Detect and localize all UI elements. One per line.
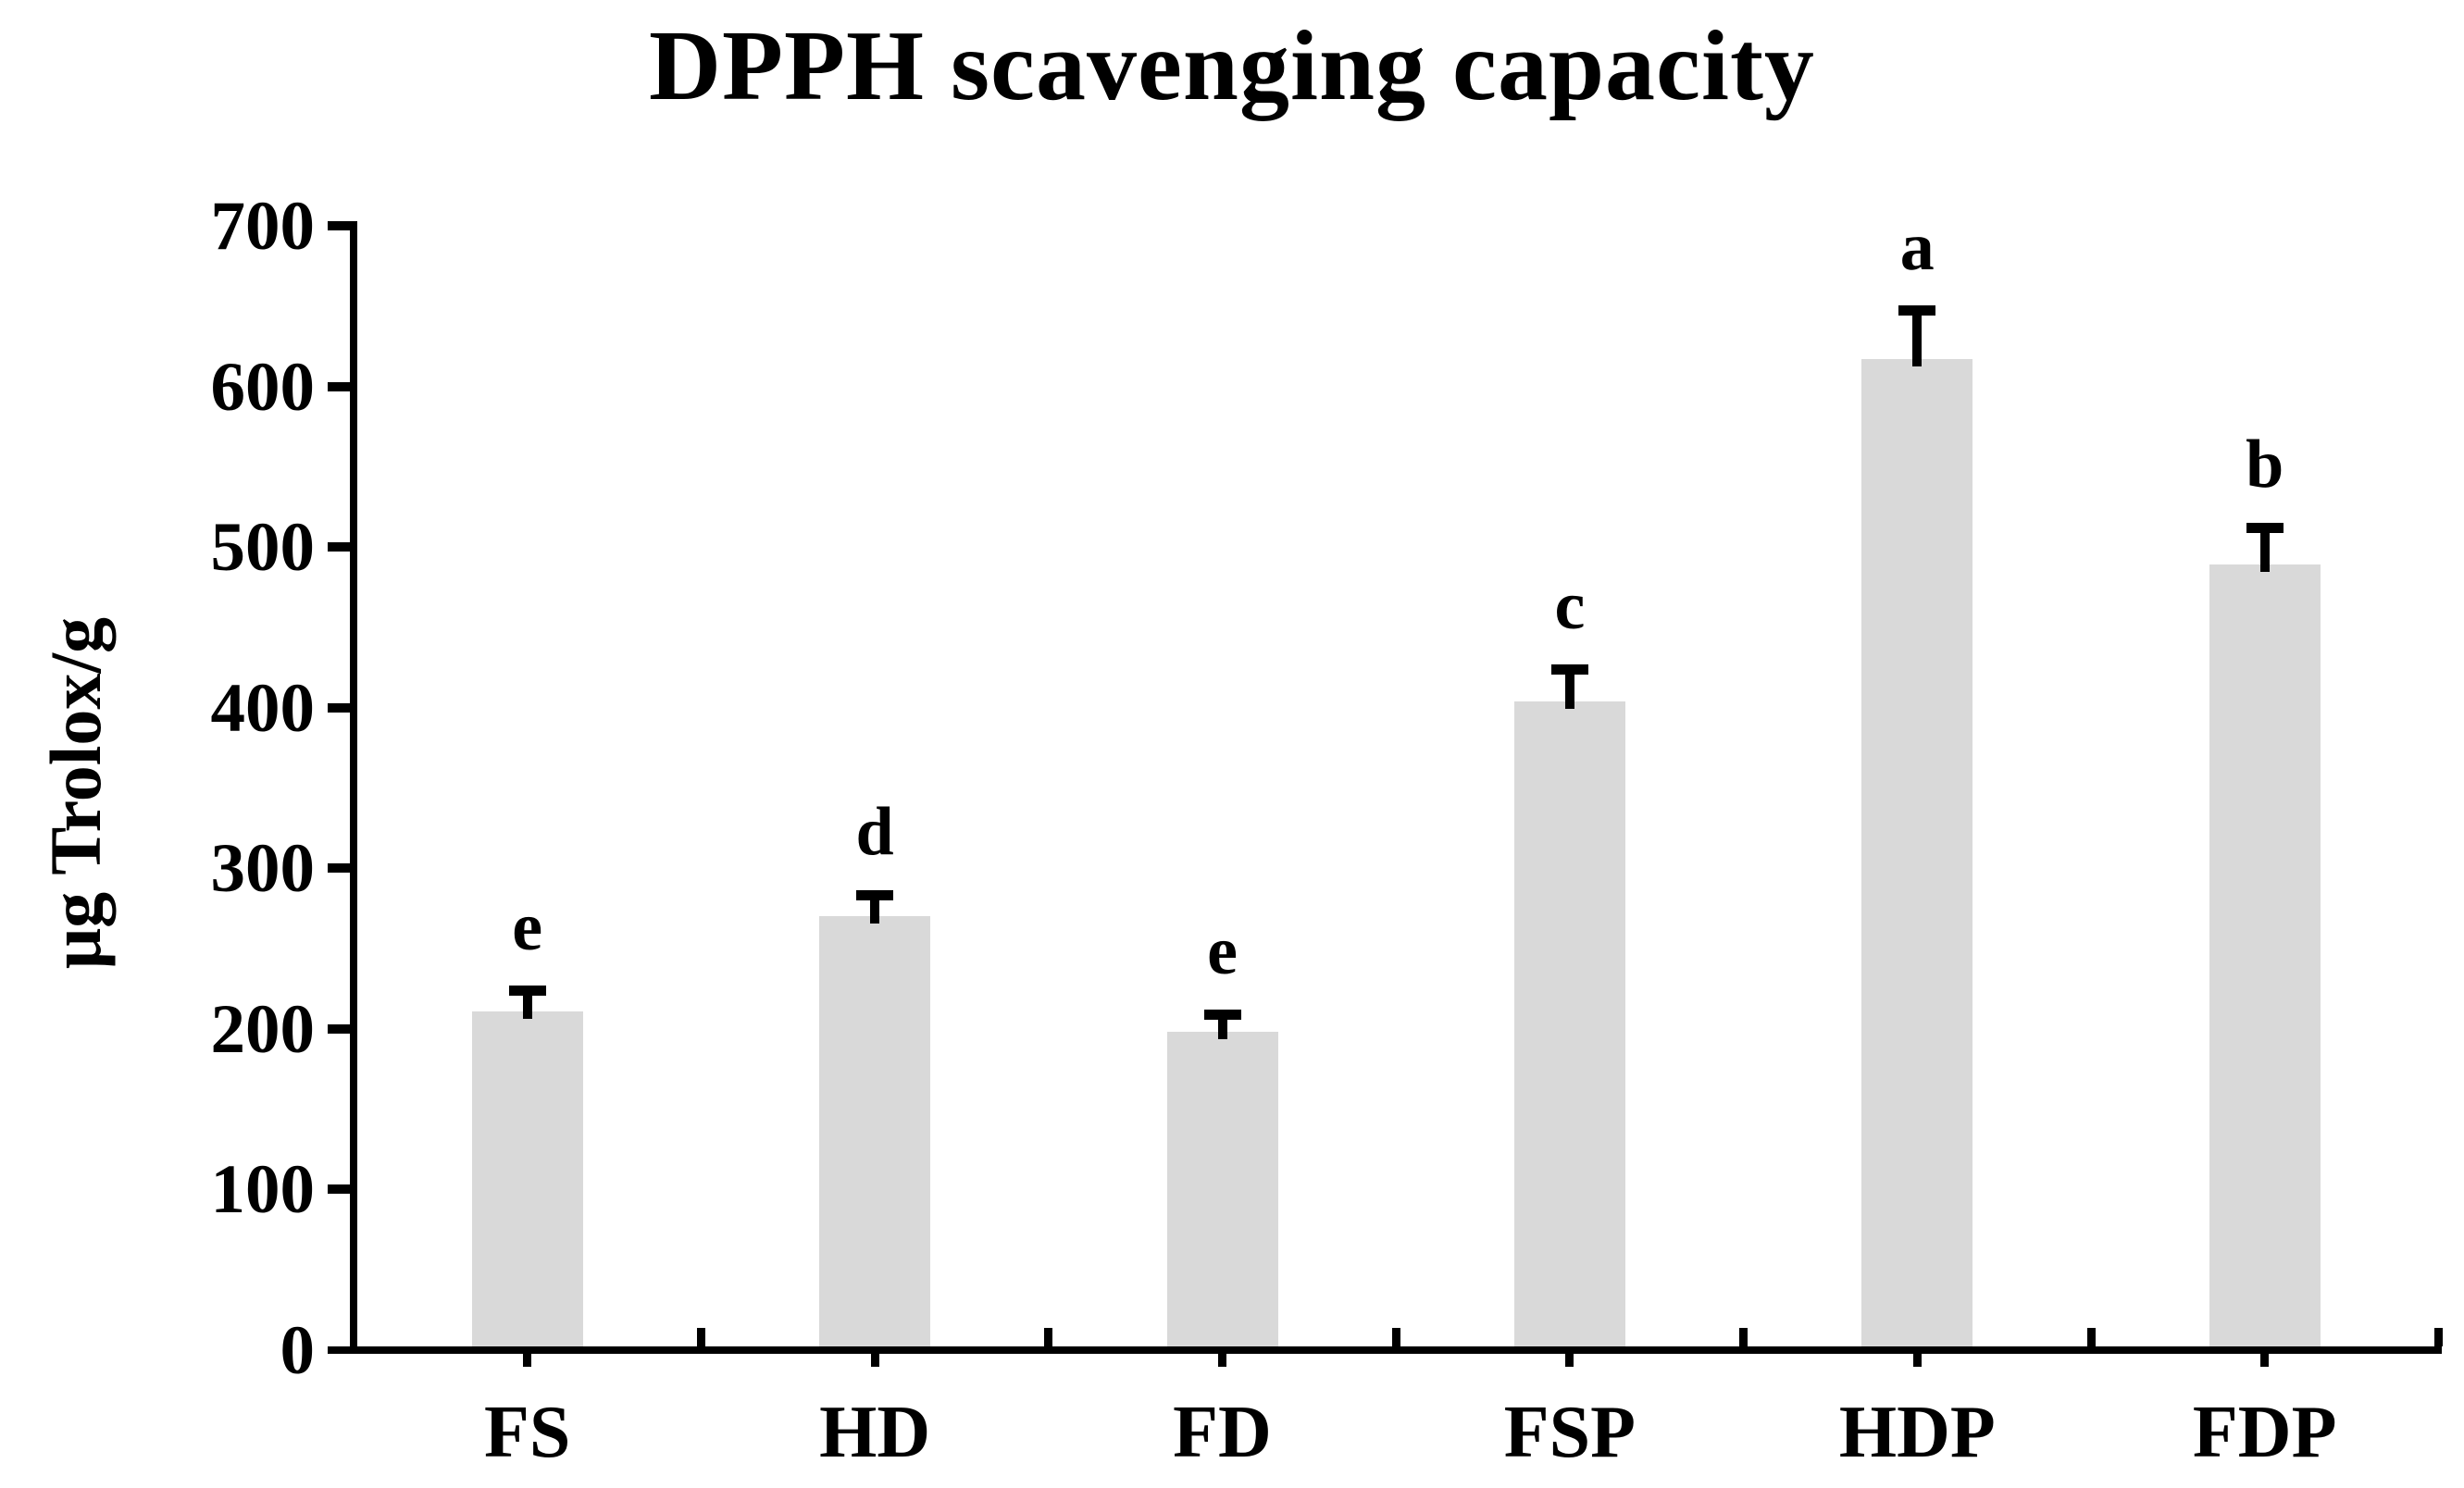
y-tick-label: 500 [210, 509, 316, 587]
sig-letter-FS: e [512, 888, 543, 965]
y-tick-label: 100 [210, 1151, 316, 1229]
bar-FS [471, 1011, 583, 1346]
y-axis-tick [328, 1023, 354, 1034]
y-tick-label: 200 [210, 990, 316, 1068]
y-axis-line [350, 221, 357, 1354]
x-category-label-FD: FD [1173, 1392, 1272, 1473]
error-bar-whisker-FDP [2259, 527, 2270, 573]
error-bar-whisker-HD [870, 895, 880, 924]
x-axis-boundary-tick [1739, 1328, 1748, 1346]
x-axis-boundary-tick [2433, 1328, 2443, 1346]
chart-title: DPPH scavenging capacity [649, 11, 1815, 121]
x-axis-center-tick [1218, 1354, 1226, 1367]
bar-HD [819, 916, 931, 1346]
x-axis-center-tick [523, 1354, 532, 1367]
y-axis-tick [328, 381, 354, 391]
bar-HDP [1861, 359, 1973, 1346]
y-tick-label: 700 [210, 188, 316, 265]
error-bar-whisker-FSP [1564, 669, 1574, 709]
sig-letter-HD: d [855, 794, 894, 871]
x-axis-center-tick [1912, 1354, 1922, 1367]
y-axis-tick [328, 863, 354, 874]
sig-letter-HDP: a [1899, 209, 1935, 286]
x-category-label-FS: FS [484, 1392, 571, 1473]
y-axis-tick [328, 221, 354, 230]
error-bar-cap-FSP [1550, 663, 1588, 675]
y-tick-label: 300 [210, 830, 316, 908]
error-bar-cap-FD [1203, 1009, 1241, 1020]
y-axis-tick [328, 1184, 354, 1195]
y-axis-tick [328, 702, 354, 713]
x-category-label-FSP: FSP [1503, 1392, 1636, 1473]
x-axis-center-tick [1565, 1354, 1574, 1367]
x-axis-center-tick [870, 1354, 879, 1367]
y-tick-label: 400 [210, 669, 316, 747]
sig-letter-FSP: c [1554, 567, 1586, 644]
bar-FSP [1513, 701, 1625, 1346]
error-bar-cap-FS [508, 985, 546, 996]
x-category-label-HDP: HDP [1838, 1392, 1996, 1473]
bar-FD [1166, 1032, 1278, 1346]
error-bar-cap-HD [856, 890, 894, 901]
error-bar-whisker-FS [522, 990, 532, 1019]
x-axis-line [328, 1346, 2443, 1354]
x-category-label-HD: HD [819, 1392, 931, 1473]
x-category-label-FDP: FDP [2192, 1392, 2337, 1473]
x-axis-center-tick [2260, 1354, 2270, 1367]
sig-letter-FD: e [1207, 912, 1238, 989]
x-axis-boundary-tick [2086, 1328, 2096, 1346]
error-bar-cap-FDP [2246, 522, 2284, 533]
bar-FDP [2209, 564, 2321, 1346]
sig-letter-FDP: b [2246, 426, 2284, 502]
x-axis-boundary-tick [696, 1328, 705, 1346]
x-axis-boundary-tick [1391, 1328, 1400, 1346]
y-tick-label: 0 [280, 1312, 316, 1389]
x-axis-boundary-tick [1044, 1328, 1053, 1346]
error-bar-whisker-FD [1217, 1014, 1227, 1040]
error-bar-whisker-HDP [1912, 310, 1923, 367]
y-axis-tick [328, 542, 354, 552]
y-axis-title: μg Trolox/g [35, 616, 116, 970]
error-bar-cap-HDP [1898, 305, 1936, 316]
y-tick-label: 600 [210, 348, 316, 426]
